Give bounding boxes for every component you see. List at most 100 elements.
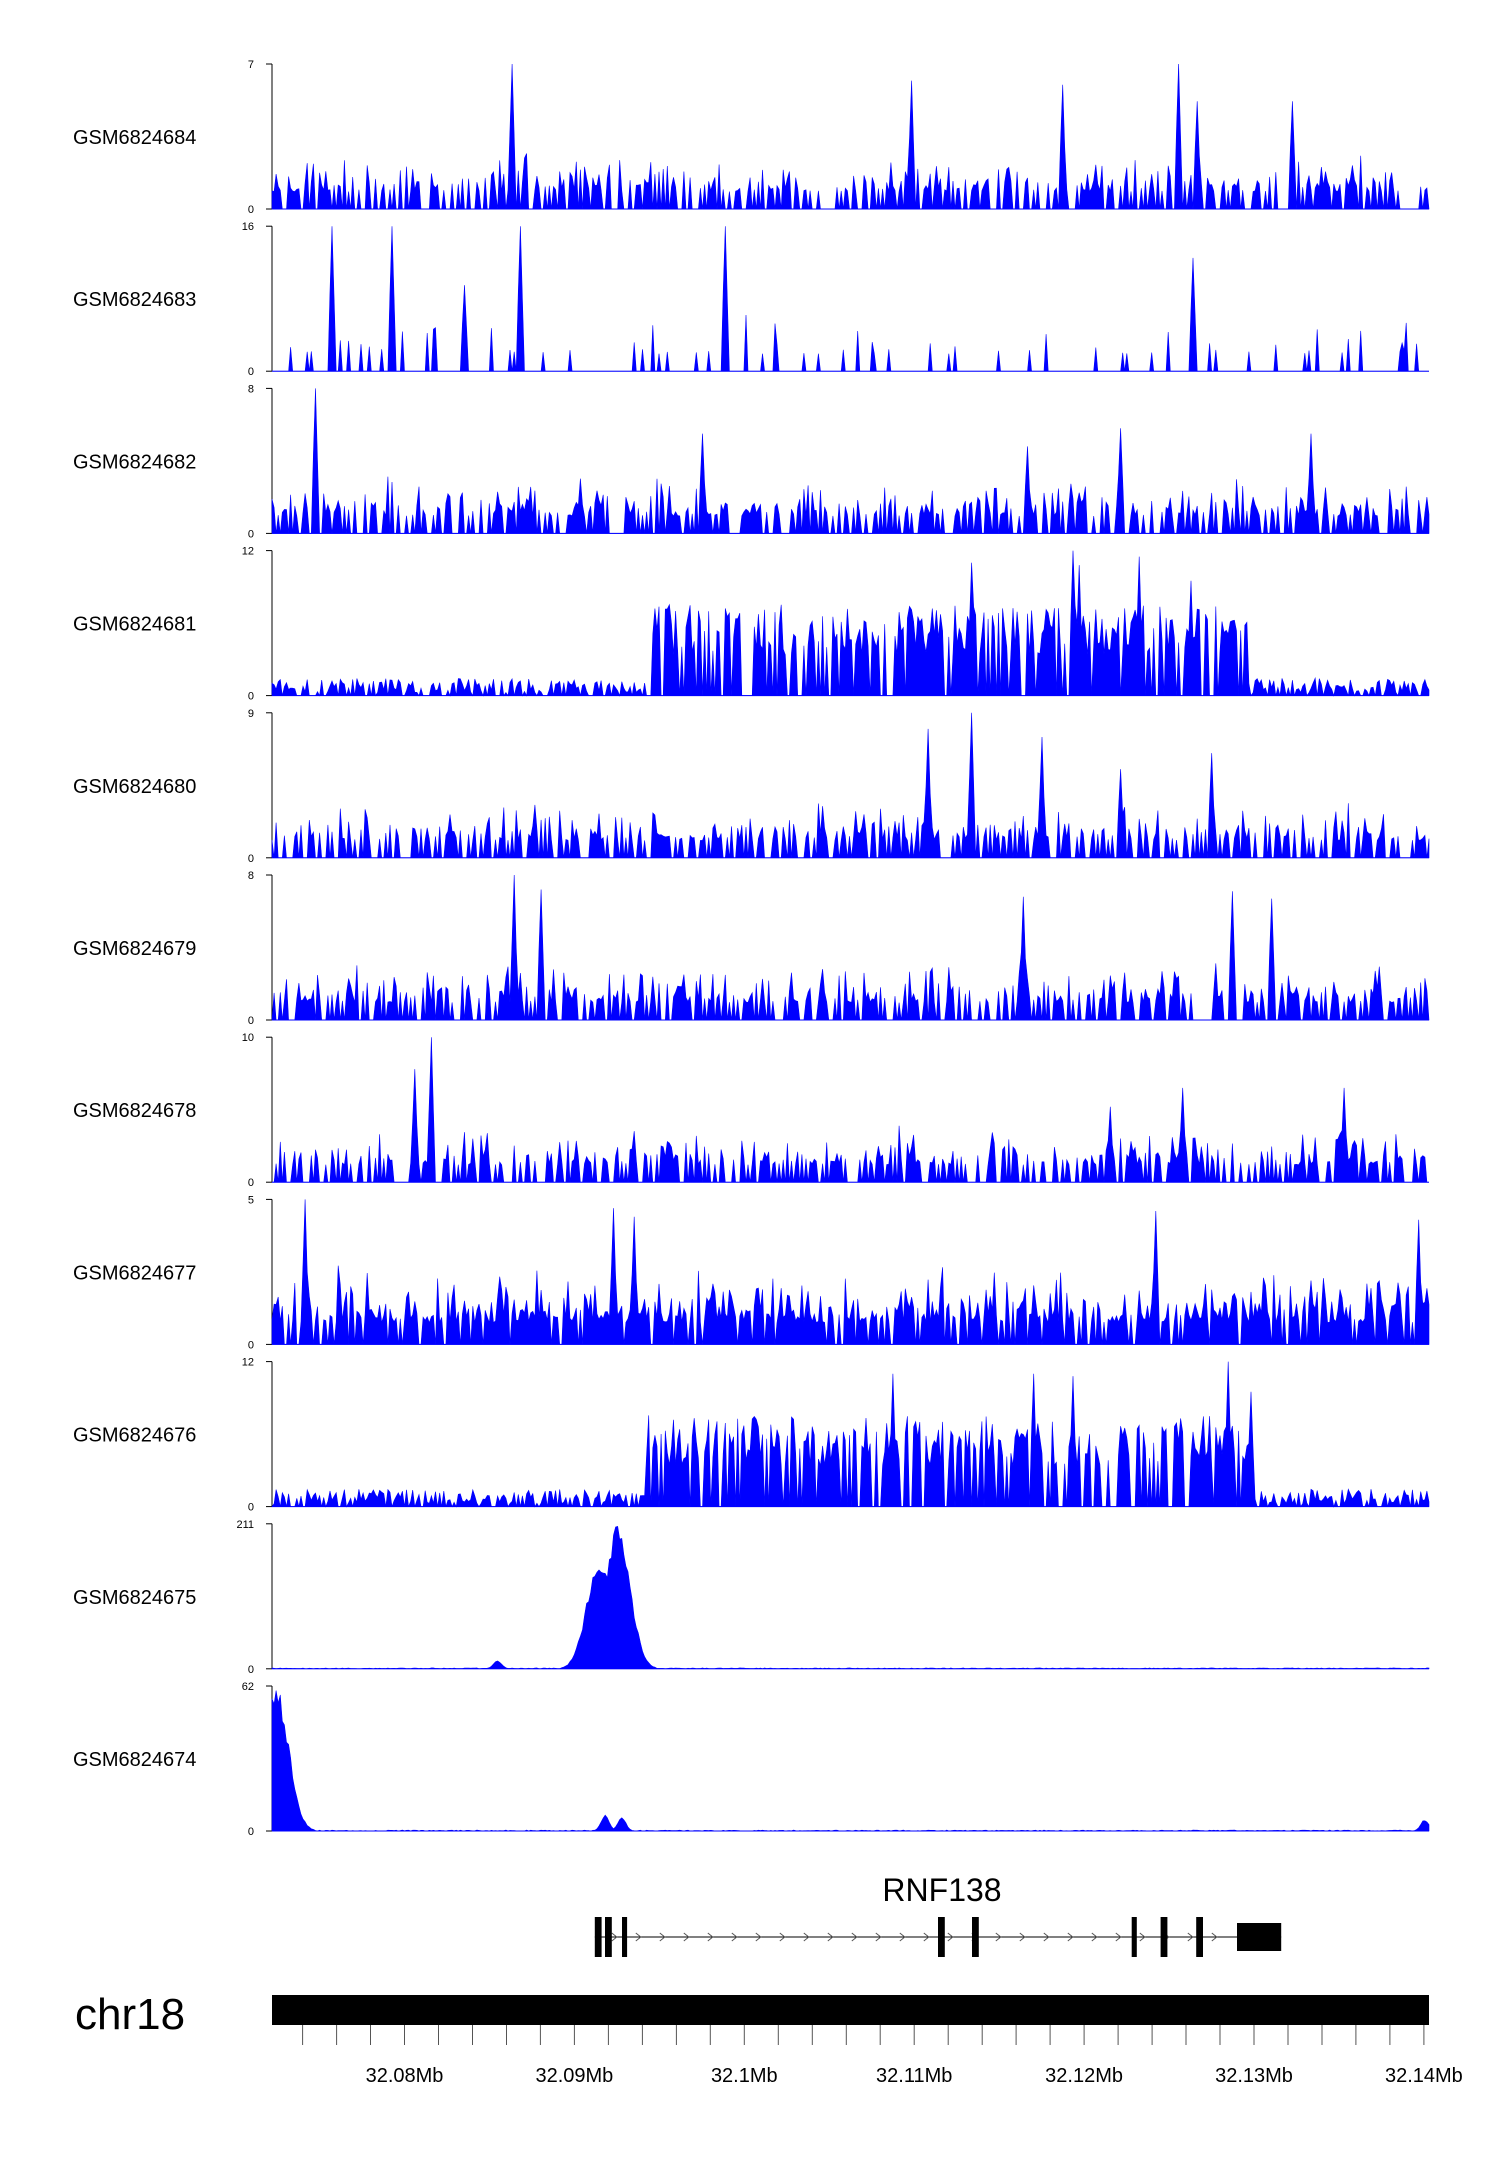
y-min-label: 0 [248,366,254,378]
y-max-label: 211 [236,1519,254,1531]
strand-arrow [779,1932,786,1942]
y-max-label: 7 [248,59,254,71]
strand-arrow [635,1932,642,1942]
strand-arrow [1211,1932,1218,1942]
track-label: GSM6824681 [73,614,196,636]
strand-arrow [851,1932,858,1942]
y-min-label: 0 [248,1015,254,1027]
y-max-label: 62 [242,1681,254,1693]
signal-area [271,874,1430,1021]
strand-arrow [1019,1932,1026,1942]
track-GSM6824677: GSM6824677 5 0 [73,1194,1430,1351]
exon [1131,1917,1137,1957]
strand-arrow [707,1932,714,1942]
exon [972,1917,979,1957]
x-tick-label: 32.1Mb [711,2065,778,2087]
exon [594,1917,602,1957]
exon [1160,1917,1168,1957]
gene-name: RNF138 [882,1872,1001,1908]
y-min-label: 0 [248,1177,254,1189]
y-min-label: 0 [248,1339,254,1351]
strand-arrow [1187,1932,1194,1942]
strand-arrow [947,1932,954,1942]
x-tick-label: 32.09Mb [535,2065,613,2087]
track-GSM6824678: GSM6824678 10 0 [73,1032,1429,1189]
signal-area [271,63,1430,210]
strand-arrow [803,1932,810,1942]
strand-arrow [875,1932,882,1942]
gene-exons [594,1917,1282,1957]
y-min-label: 0 [248,1502,254,1514]
signal-area [272,1037,1429,1183]
strand-arrow [611,1932,618,1942]
strand-arrow [1043,1932,1050,1942]
exon [938,1917,945,1957]
y-max-label: 8 [248,383,254,395]
strand-arrow [995,1932,1002,1942]
x-tick-label: 32.11Mb [876,2065,952,2087]
signal-area [271,712,1430,859]
track-label: GSM6824675 [73,1587,196,1609]
strand-arrow [731,1932,738,1942]
y-min-label: 0 [248,853,254,865]
y-max-label: 9 [248,708,254,720]
chromosome-label: chr18 [75,1990,185,2039]
track-GSM6824675: GSM6824675 211 0 [73,1519,1430,1676]
strand-arrow [755,1932,762,1942]
track-GSM6824674: GSM6824674 62 0 [73,1681,1430,1838]
y-min-label: 0 [248,1826,254,1838]
y-max-label: 5 [248,1194,254,1206]
signal-area [271,1361,1430,1508]
track-GSM6824676: GSM6824676 12 0 [73,1357,1430,1514]
exon [622,1917,628,1957]
track-GSM6824681: GSM6824681 12 0 [73,546,1430,703]
chromosome-bar [272,1995,1429,2025]
strand-arrow [1091,1932,1098,1942]
signal-area [271,550,1430,697]
track-GSM6824679: GSM6824679 8 0 [73,870,1430,1027]
track-label: GSM6824678 [73,1100,196,1122]
signal-tracks: GSM682468470GSM6824683160GSM682468280GSM… [73,59,1430,1838]
x-tick-label: 32.13Mb [1215,2065,1293,2087]
strand-arrow [1067,1932,1074,1942]
y-min-label: 0 [248,528,254,540]
track-label: GSM6824684 [73,127,196,149]
y-max-label: 8 [248,870,254,882]
strand-arrow [827,1932,834,1942]
track-label: GSM6824674 [73,1749,196,1771]
y-max-label: 12 [242,546,254,558]
x-tick-label: 32.12Mb [1045,2065,1123,2087]
exon [1196,1917,1203,1957]
strand-arrow [659,1932,666,1942]
exon [605,1917,612,1957]
strand-arrow [923,1932,930,1942]
track-GSM6824684: GSM6824684 7 0 [73,59,1430,216]
strand-arrow [683,1932,690,1942]
track-label: GSM6824680 [73,776,196,798]
track-label: GSM6824677 [73,1262,196,1284]
x-tick-label: 32.08Mb [366,2065,444,2087]
genome-axis: chr18 32.08Mb 32.09Mb 32.1Mb 32.11Mb 32.12Mb… [75,1990,1463,2087]
track-label: GSM6824676 [73,1425,196,1447]
signal-area [271,1199,1430,1345]
track-GSM6824683: GSM6824683 16 0 [73,221,1429,378]
axis-ticks: 32.08Mb 32.09Mb 32.1Mb 32.11Mb 32.12Mb 32.13M… [302,2025,1463,2087]
strand-arrow [899,1932,906,1942]
y-max-label: 12 [242,1357,254,1369]
track-label: GSM6824682 [73,451,196,473]
strand-arrow [1115,1932,1122,1942]
exon [1237,1923,1282,1951]
signal-area [272,226,1429,372]
x-tick-label: 32.14Mb [1385,2065,1463,2087]
track-label: GSM6824679 [73,938,196,960]
signal-area [271,1690,1430,1832]
track-GSM6824682: GSM6824682 8 0 [73,383,1430,540]
track-GSM6824680: GSM6824680 9 0 [73,708,1430,865]
track-label: GSM6824683 [73,289,196,311]
signal-area [271,1526,1430,1670]
y-min-label: 0 [248,1664,254,1676]
signal-area [271,388,1430,534]
y-min-label: 0 [248,204,254,216]
y-min-label: 0 [248,691,254,703]
